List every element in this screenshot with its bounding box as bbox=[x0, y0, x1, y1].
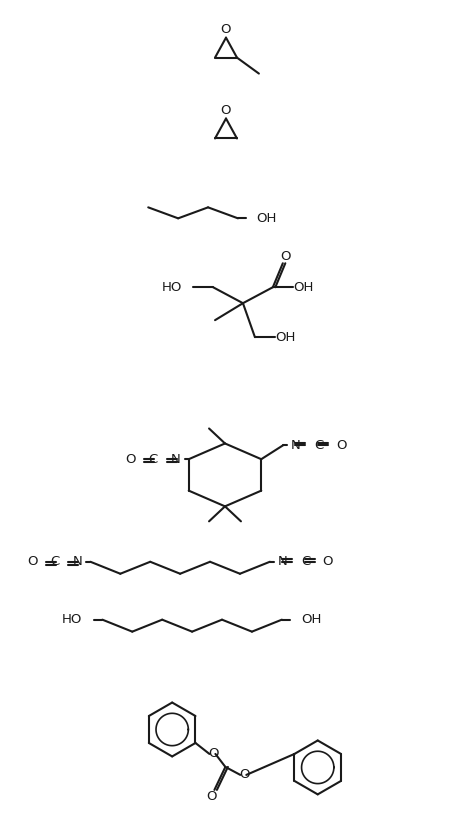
Text: HO: HO bbox=[62, 613, 82, 626]
Text: C: C bbox=[148, 453, 157, 465]
Text: OH: OH bbox=[300, 613, 320, 626]
Text: O: O bbox=[280, 249, 290, 263]
Text: N: N bbox=[277, 555, 287, 569]
Text: OH: OH bbox=[255, 212, 276, 225]
Text: O: O bbox=[322, 555, 332, 569]
Text: O: O bbox=[239, 769, 249, 781]
Text: O: O bbox=[27, 555, 37, 569]
Text: C: C bbox=[313, 438, 322, 452]
Text: O: O bbox=[206, 790, 216, 803]
Text: HO: HO bbox=[161, 281, 182, 294]
Text: O: O bbox=[125, 453, 136, 465]
Text: O: O bbox=[208, 748, 218, 760]
Text: OH: OH bbox=[293, 281, 313, 294]
Text: O: O bbox=[220, 104, 231, 117]
Text: C: C bbox=[50, 555, 60, 569]
Text: N: N bbox=[170, 453, 180, 465]
Text: N: N bbox=[290, 438, 300, 452]
Text: O: O bbox=[335, 438, 346, 452]
Text: O: O bbox=[220, 24, 231, 36]
Text: C: C bbox=[300, 555, 309, 569]
Text: N: N bbox=[73, 555, 82, 569]
Text: OH: OH bbox=[275, 331, 295, 344]
